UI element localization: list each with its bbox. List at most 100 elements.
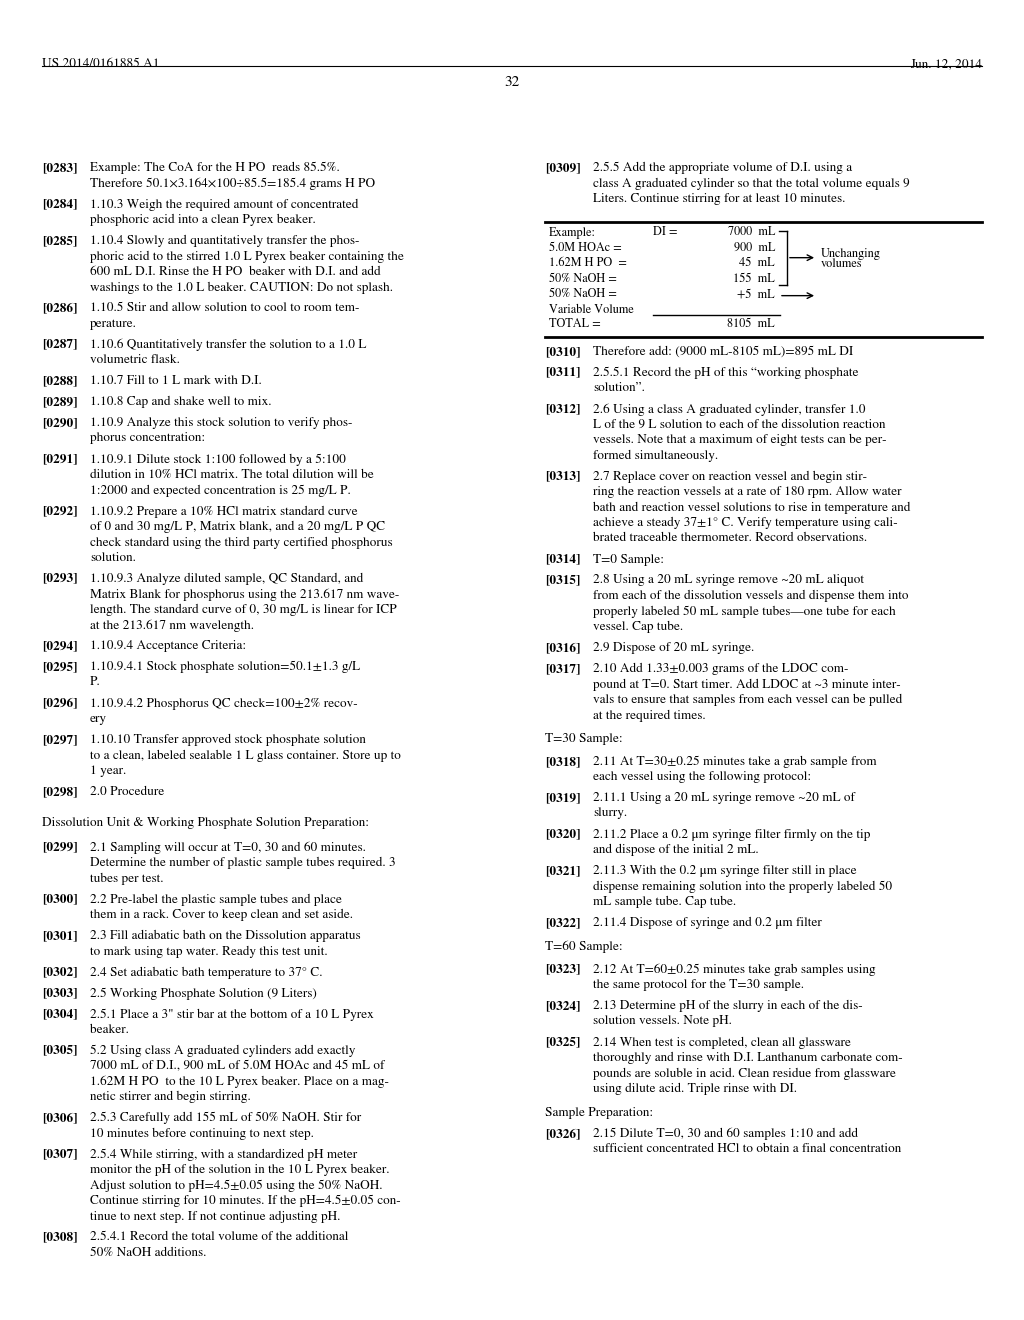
Text: monitor the pH of the solution in the 10 L Pyrex beaker.: monitor the pH of the solution in the 10…: [90, 1164, 389, 1176]
Text: [0302]: [0302]: [42, 966, 78, 978]
Text: check standard using the third party certified phosphorus: check standard using the third party cer…: [90, 536, 392, 549]
Text: [0291]: [0291]: [42, 453, 78, 466]
Text: 2.5.4 While stirring, with a standardized pH meter: 2.5.4 While stirring, with a standardize…: [90, 1148, 357, 1160]
Text: [0299]: [0299]: [42, 842, 78, 854]
Text: properly labeled 50 mL sample tubes—one tube for each: properly labeled 50 mL sample tubes—one …: [593, 606, 896, 618]
Text: phosphoric acid into a clean Pyrex beaker.: phosphoric acid into a clean Pyrex beake…: [90, 214, 315, 226]
Text: solution”.: solution”.: [593, 383, 645, 393]
Text: 50% NaOH =: 50% NaOH =: [549, 273, 616, 285]
Text: Example:: Example:: [549, 227, 596, 239]
Text: 1.10.9.4 Acceptance Criteria:: 1.10.9.4 Acceptance Criteria:: [90, 640, 246, 652]
Text: [0326]: [0326]: [545, 1127, 581, 1139]
Text: sufficient concentrated HCl to obtain a final concentration: sufficient concentrated HCl to obtain a …: [593, 1143, 901, 1155]
Text: 2.13 Determine pH of the slurry in each of the dis-: 2.13 Determine pH of the slurry in each …: [593, 1001, 862, 1012]
Text: [0307]: [0307]: [42, 1148, 78, 1160]
Text: class A graduated cylinder so that the total volume equals 9: class A graduated cylinder so that the t…: [593, 177, 909, 190]
Text: [0319]: [0319]: [545, 792, 581, 804]
Text: Liters. Continue stirring for at least 10 minutes.: Liters. Continue stirring for at least 1…: [593, 193, 846, 205]
Text: [0316]: [0316]: [545, 642, 581, 653]
Text: brated traceable thermometer. Record observations.: brated traceable thermometer. Record obs…: [593, 532, 867, 544]
Text: T=0 Sample:: T=0 Sample:: [593, 553, 664, 565]
Text: mL sample tube. Cap tube.: mL sample tube. Cap tube.: [593, 896, 736, 908]
Text: tubes per test.: tubes per test.: [90, 873, 164, 884]
Text: length. The standard curve of 0, 30 mg/L is linear for ICP: length. The standard curve of 0, 30 mg/L…: [90, 603, 396, 616]
Text: volumes: volumes: [821, 259, 862, 271]
Text: Therefore add: (9000 mL-8105 mL)=895 mL DI: Therefore add: (9000 mL-8105 mL)=895 mL …: [593, 346, 853, 358]
Text: 7000  mL: 7000 mL: [728, 227, 775, 239]
Text: [0303]: [0303]: [42, 987, 78, 999]
Text: T=30 Sample:: T=30 Sample:: [545, 734, 623, 746]
Text: [0296]: [0296]: [42, 697, 78, 710]
Text: 1.10.9.4.2 Phosphorus QC check=100±2% recov-: 1.10.9.4.2 Phosphorus QC check=100±2% re…: [90, 697, 357, 710]
Text: 2.11 At T=30±0.25 minutes take a grab sample from: 2.11 At T=30±0.25 minutes take a grab sa…: [593, 756, 877, 768]
Text: Determine the number of plastic sample tubes required. 3: Determine the number of plastic sample t…: [90, 857, 395, 870]
Text: Continue stirring for 10 minutes. If the pH=4.5±0.05 con-: Continue stirring for 10 minutes. If the…: [90, 1195, 400, 1208]
Text: 1.62M H₃PO₄ to the 10 L Pyrex beaker. Place on a mag-: 1.62M H₃PO₄ to the 10 L Pyrex beaker. Pl…: [90, 1076, 389, 1088]
Text: volumetric flask.: volumetric flask.: [90, 354, 180, 366]
Text: [0292]: [0292]: [42, 506, 78, 517]
Text: 2.5.4.1 Record the total volume of the additional: 2.5.4.1 Record the total volume of the a…: [90, 1232, 348, 1243]
Text: 1.10.4 Slowly and quantitatively transfer the phos-: 1.10.4 Slowly and quantitatively transfe…: [90, 235, 359, 247]
Text: Dissolution Unit & Working Phosphate Solution Preparation:: Dissolution Unit & Working Phosphate Sol…: [42, 817, 369, 829]
Text: [0293]: [0293]: [42, 573, 78, 585]
Text: [0306]: [0306]: [42, 1113, 78, 1125]
Text: [0321]: [0321]: [545, 865, 581, 876]
Text: TOTAL =: TOTAL =: [549, 318, 601, 330]
Text: P.: P.: [90, 677, 100, 688]
Text: slurry.: slurry.: [593, 808, 627, 820]
Text: [0305]: [0305]: [42, 1044, 78, 1057]
Text: [0304]: [0304]: [42, 1008, 78, 1020]
Text: 1.10.9 Analyze this stock solution to verify phos-: 1.10.9 Analyze this stock solution to ve…: [90, 417, 352, 429]
Text: [0285]: [0285]: [42, 235, 77, 247]
Text: Matrix Blank for phosphorus using the 213.617 nm wave-: Matrix Blank for phosphorus using the 21…: [90, 589, 399, 601]
Text: [0300]: [0300]: [42, 894, 78, 906]
Text: to a clean, labeled sealable 1 L glass container. Store up to: to a clean, labeled sealable 1 L glass c…: [90, 750, 400, 762]
Text: of 0 and 30 mg/L P, Matrix blank, and a 20 mg/L P QC: of 0 and 30 mg/L P, Matrix blank, and a …: [90, 521, 385, 533]
Text: ring the reaction vessels at a rate of 180 rpm. Allow water: ring the reaction vessels at a rate of 1…: [593, 486, 901, 498]
Text: dispense remaining solution into the properly labeled 50: dispense remaining solution into the pro…: [593, 880, 892, 892]
Text: [0317]: [0317]: [545, 663, 581, 675]
Text: 8105  mL: 8105 mL: [727, 318, 775, 330]
Text: 2.5 Working Phosphate Solution (9 Liters): 2.5 Working Phosphate Solution (9 Liters…: [90, 987, 316, 999]
Text: at the required times.: at the required times.: [593, 709, 706, 722]
Text: [0325]: [0325]: [545, 1036, 581, 1048]
Text: 1.10.9.2 Prepare a 10% HCl matrix standard curve: 1.10.9.2 Prepare a 10% HCl matrix standa…: [90, 506, 357, 517]
Text: [0298]: [0298]: [42, 785, 78, 797]
Text: [0289]: [0289]: [42, 396, 78, 408]
Text: achieve a steady 37±1° C. Verify temperature using cali-: achieve a steady 37±1° C. Verify tempera…: [593, 517, 898, 529]
Text: 50% NaOH additions.: 50% NaOH additions.: [90, 1247, 207, 1259]
Text: pound at T=0. Start timer. Add LDOC at ~3 minute inter-: pound at T=0. Start timer. Add LDOC at ~…: [593, 678, 901, 690]
Text: to mark using tap water. Ready this test unit.: to mark using tap water. Ready this test…: [90, 945, 328, 958]
Text: L of the 9 L solution to each of the dissolution reaction: L of the 9 L solution to each of the dis…: [593, 418, 886, 430]
Text: [0320]: [0320]: [545, 829, 581, 841]
Text: 32: 32: [505, 77, 519, 90]
Text: 1.10.9.4.1 Stock phosphate solution=50.1±1.3 g/L: 1.10.9.4.1 Stock phosphate solution=50.1…: [90, 661, 360, 673]
Text: US 2014/0161885 A1: US 2014/0161885 A1: [42, 58, 160, 70]
Text: 2.6 Using a class A graduated cylinder, transfer 1.0: 2.6 Using a class A graduated cylinder, …: [593, 403, 865, 416]
Text: Example: The CoA for the H₃PO₄ reads 85.5%.: Example: The CoA for the H₃PO₄ reads 85.…: [90, 162, 340, 174]
Text: 1.62M H₃PO₄ =: 1.62M H₃PO₄ =: [549, 257, 627, 269]
Text: 2.11.3 With the 0.2 μm syringe filter still in place: 2.11.3 With the 0.2 μm syringe filter st…: [593, 865, 857, 876]
Text: 2.14 When test is completed, clean all glassware: 2.14 When test is completed, clean all g…: [593, 1036, 851, 1048]
Text: [0297]: [0297]: [42, 734, 78, 746]
Text: vals to ensure that samples from each vessel can be pulled: vals to ensure that samples from each ve…: [593, 694, 902, 706]
Text: [0313]: [0313]: [545, 471, 581, 483]
Text: 2.11.1 Using a 20 mL syringe remove ~20 mL of: 2.11.1 Using a 20 mL syringe remove ~20 …: [593, 792, 855, 804]
Text: 1.10.10 Transfer approved stock phosphate solution: 1.10.10 Transfer approved stock phosphat…: [90, 734, 366, 746]
Text: [0288]: [0288]: [42, 375, 78, 387]
Text: [0310]: [0310]: [545, 346, 581, 358]
Text: 45  mL: 45 mL: [739, 257, 775, 269]
Text: and dispose of the initial 2 mL.: and dispose of the initial 2 mL.: [593, 845, 759, 857]
Text: [0309]: [0309]: [545, 162, 581, 174]
Text: 2.11.2 Place a 0.2 μm syringe filter firmly on the tip: 2.11.2 Place a 0.2 μm syringe filter fir…: [593, 829, 870, 841]
Text: 155  mL: 155 mL: [733, 273, 775, 285]
Text: perature.: perature.: [90, 318, 137, 330]
Text: [0283]: [0283]: [42, 162, 78, 174]
Text: each vessel using the following protocol:: each vessel using the following protocol…: [593, 771, 811, 783]
Text: Adjust solution to pH=4.5±0.05 using the 50% NaOH.: Adjust solution to pH=4.5±0.05 using the…: [90, 1180, 383, 1192]
Text: netic stirrer and begin stirring.: netic stirrer and begin stirring.: [90, 1092, 251, 1104]
Text: 10 minutes before continuing to next step.: 10 minutes before continuing to next ste…: [90, 1127, 314, 1140]
Text: 2.9 Dispose of 20 mL syringe.: 2.9 Dispose of 20 mL syringe.: [593, 642, 755, 653]
Text: [0290]: [0290]: [42, 417, 78, 429]
Text: 2.3 Fill adiabatic bath on the Dissolution apparatus: 2.3 Fill adiabatic bath on the Dissoluti…: [90, 931, 360, 942]
